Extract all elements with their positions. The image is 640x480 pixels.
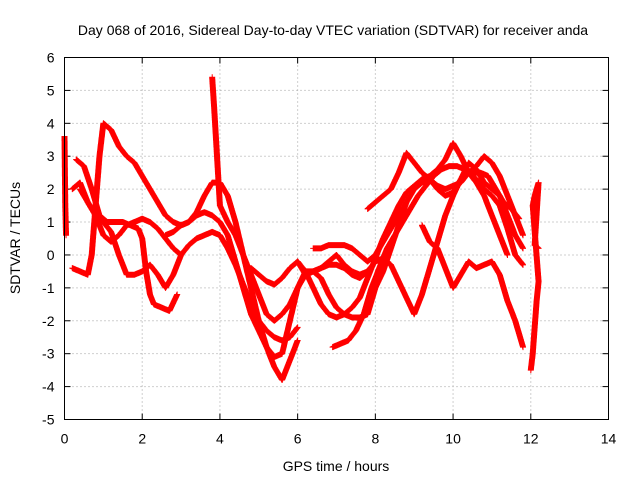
plot-area [61,74,542,383]
x-tick-label: 6 [294,431,302,447]
series-trace-11 [364,149,527,239]
plot-border [64,57,609,420]
y-tick-label: -2 [42,313,55,329]
y-tick-label: 2 [47,181,55,197]
series-trace-12 [419,222,527,351]
y-tick-label: 0 [47,247,55,263]
series-trace-13 [527,179,542,374]
series-trace-10 [329,163,523,351]
y-tick-label: 5 [47,82,55,98]
x-tick-label: 12 [523,431,539,447]
y-tick-label: -3 [42,346,55,362]
y-tick-label: -5 [42,412,55,428]
x-tick-label: 4 [216,431,224,447]
y-tick-label: 6 [47,50,55,66]
x-tick-label: 8 [371,431,379,447]
x-axis-label: GPS time / hours [283,458,390,474]
y-tick-label: 4 [47,115,55,131]
x-tick-label: 0 [61,431,69,447]
y-tick-label: -4 [42,379,55,395]
y-tick-label: 1 [47,214,55,230]
y-tick-label: 3 [47,148,55,164]
y-axis-label: SDTVAR / TECUs [7,182,23,294]
chart-title: Day 068 of 2016, Sidereal Day-to-day VTE… [78,22,588,38]
x-tick-label: 10 [445,431,461,447]
x-tick-label: 14 [601,431,617,447]
series-trace-3 [69,120,301,383]
series-trace-9 [294,169,527,318]
y-tick-label: -1 [42,280,55,296]
x-tick-label: 2 [138,431,146,447]
